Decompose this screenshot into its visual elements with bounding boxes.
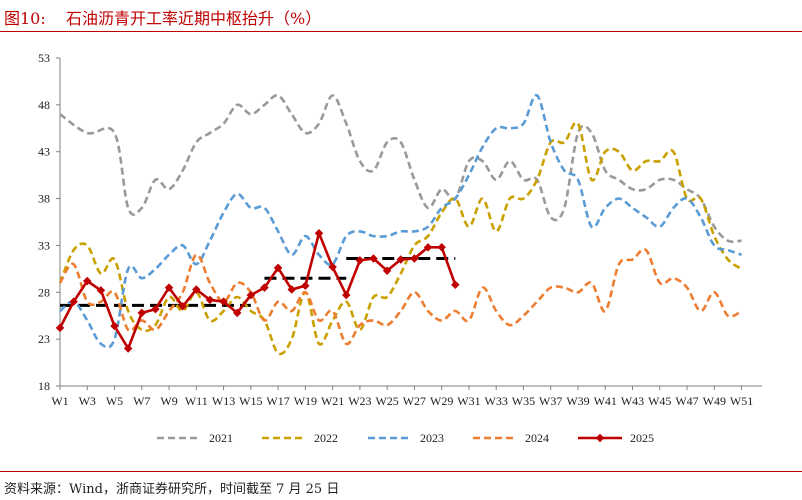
figure-header: 图10: 石油沥青开工率近期中枢抬升（%） (0, 0, 802, 34)
series-line-2023 (59, 94, 743, 349)
x-tick-label: W31 (457, 394, 480, 408)
legend-label-2022: 2022 (314, 431, 338, 445)
y-tick-label: 43 (38, 145, 50, 159)
x-tick-label: W9 (160, 394, 177, 408)
line-chart: 18 23 28 33 38 43 48 53 W1 W3 W5 W7 W9 W11 W13 W15 W17 W1… (38, 51, 762, 445)
point-2025 (328, 262, 337, 272)
point-2025 (219, 297, 228, 306)
legend-label-2024: 2024 (525, 431, 549, 445)
legend-label-2023: 2023 (420, 431, 444, 445)
x-tick-label: W35 (512, 394, 535, 408)
point-2025 (232, 308, 242, 318)
point-2025 (273, 263, 283, 273)
point-2025 (396, 255, 406, 264)
point-2025 (178, 302, 187, 311)
point-2025 (382, 266, 392, 275)
x-tick-label: W15 (239, 394, 262, 408)
point-2025 (205, 295, 215, 305)
point-2025 (137, 308, 147, 318)
header-rule (0, 31, 802, 32)
figure-title: 石油沥青开工率近期中枢抬升（%） (66, 9, 322, 28)
y-tick-label: 23 (38, 332, 50, 346)
x-tick-label: W43 (621, 394, 644, 408)
point-2025 (369, 254, 378, 263)
point-2025 (342, 290, 351, 300)
series-line-2025 (58, 231, 457, 350)
x-tick-label: W25 (375, 394, 398, 408)
series-line-2024 (58, 248, 743, 346)
x-tick-label: W29 (430, 394, 453, 408)
chart-legend: 2021 2022 2023 2024 2025 (157, 431, 654, 445)
point-2025 (423, 243, 433, 252)
x-tick-label: W21 (321, 394, 344, 408)
x-tick-label: W17 (266, 394, 289, 408)
x-tick-label: W33 (485, 394, 508, 408)
y-tick-label: 38 (38, 192, 50, 206)
x-tick-label: W27 (403, 394, 426, 408)
point-2025 (151, 304, 160, 314)
x-tick-label: W13 (212, 394, 235, 408)
x-tick-label: W47 (675, 394, 698, 408)
x-tick-label: W23 (348, 394, 371, 408)
series-layer (55, 94, 743, 356)
y-tick-label: 18 (38, 379, 50, 393)
point-2025 (260, 283, 269, 292)
y-tick-label: 33 (38, 238, 50, 252)
point-2025 (110, 321, 119, 331)
x-tick-label: W11 (185, 394, 208, 408)
point-2025 (314, 228, 324, 238)
x-tick-label: W41 (594, 394, 617, 408)
chart-axes: 18 23 28 33 38 43 48 53 W1 W3 W5 W7 W9 W11 W13 W15 W17 W1… (38, 51, 762, 408)
y-tick-label: 53 (38, 51, 50, 65)
y-tick-label: 28 (38, 285, 50, 299)
figure-number: 图10: (4, 9, 46, 28)
x-tick-label: W39 (566, 394, 589, 408)
series-line-2022 (58, 121, 743, 356)
x-tick-label: W19 (294, 394, 317, 408)
point-2025 (192, 285, 201, 294)
series-line-2021 (59, 94, 742, 244)
legend-marker-2025 (595, 433, 605, 443)
x-tick-label: W45 (648, 394, 671, 408)
x-tick-label: W37 (539, 394, 562, 408)
point-2025 (410, 254, 419, 263)
point-2025 (96, 286, 106, 295)
y-tick-label: 48 (38, 98, 50, 112)
point-2025 (451, 280, 460, 290)
point-2025 (287, 285, 296, 294)
point-2025 (301, 281, 310, 290)
figure-source: 资料来源：Wind，浙商证券研究所，时间截至 7 月 25 日 (4, 482, 340, 497)
x-tick-label: W7 (133, 394, 150, 408)
legend-label-2021: 2021 (209, 431, 233, 445)
x-tick-label: W3 (79, 394, 96, 408)
point-2025 (437, 243, 446, 252)
x-tick-label: W5 (106, 394, 123, 408)
point-2025 (123, 344, 133, 353)
x-tick-label: W1 (51, 394, 68, 408)
x-tick-label: W49 (703, 394, 726, 408)
x-tick-label: W51 (730, 394, 753, 408)
footer-rule (0, 471, 802, 472)
legend-label-2025: 2025 (630, 431, 654, 445)
